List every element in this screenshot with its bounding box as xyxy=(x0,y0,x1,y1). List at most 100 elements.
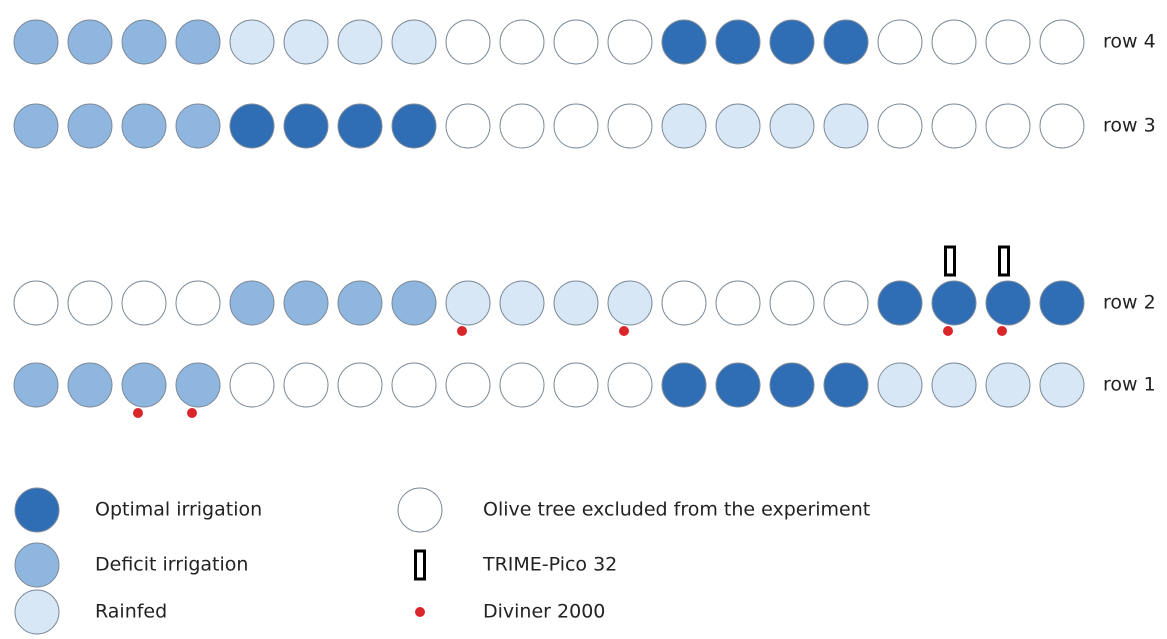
legend-label: Diviner 2000 xyxy=(483,601,605,623)
tree xyxy=(607,280,653,326)
tree xyxy=(769,280,815,326)
tree xyxy=(661,103,707,149)
tree xyxy=(13,19,59,65)
tree xyxy=(229,362,275,408)
tree xyxy=(14,542,60,588)
tree xyxy=(391,280,437,326)
tree xyxy=(13,362,59,408)
tree xyxy=(67,362,113,408)
tree xyxy=(445,362,491,408)
legend-label: Deficit irrigation xyxy=(95,554,248,576)
diviner-sensor xyxy=(415,607,425,617)
tree xyxy=(1039,362,1085,408)
tree xyxy=(14,589,60,635)
tree xyxy=(391,103,437,149)
tree xyxy=(175,280,221,326)
trime-sensor xyxy=(944,245,956,277)
tree xyxy=(229,103,275,149)
tree xyxy=(1039,280,1085,326)
tree xyxy=(13,280,59,326)
tree xyxy=(931,103,977,149)
legend-label: Optimal irrigation xyxy=(95,499,262,521)
tree xyxy=(283,362,329,408)
tree xyxy=(391,362,437,408)
tree xyxy=(121,280,167,326)
tree xyxy=(1039,103,1085,149)
legend-label: Olive tree excluded from the experiment xyxy=(483,499,870,521)
tree xyxy=(121,103,167,149)
tree xyxy=(931,19,977,65)
tree xyxy=(985,19,1031,65)
tree xyxy=(985,280,1031,326)
tree xyxy=(553,362,599,408)
diviner-sensor xyxy=(619,326,629,336)
tree xyxy=(931,362,977,408)
tree xyxy=(823,280,869,326)
trime-sensor xyxy=(414,549,426,581)
tree xyxy=(499,103,545,149)
tree xyxy=(607,19,653,65)
tree xyxy=(445,19,491,65)
row-label: row 4 xyxy=(1103,31,1156,53)
tree xyxy=(931,280,977,326)
tree xyxy=(661,280,707,326)
tree xyxy=(715,19,761,65)
tree xyxy=(67,19,113,65)
tree xyxy=(769,103,815,149)
tree xyxy=(445,280,491,326)
tree xyxy=(769,19,815,65)
trime-sensor xyxy=(998,245,1010,277)
tree xyxy=(397,487,443,533)
tree xyxy=(607,103,653,149)
diviner-sensor xyxy=(457,326,467,336)
tree xyxy=(337,103,383,149)
tree xyxy=(337,280,383,326)
tree xyxy=(823,103,869,149)
tree xyxy=(1039,19,1085,65)
tree xyxy=(553,19,599,65)
tree xyxy=(67,103,113,149)
tree xyxy=(661,362,707,408)
diviner-sensor xyxy=(943,326,953,336)
tree xyxy=(13,103,59,149)
tree xyxy=(499,362,545,408)
tree xyxy=(823,362,869,408)
tree xyxy=(175,19,221,65)
tree xyxy=(445,103,491,149)
row-label: row 2 xyxy=(1103,292,1156,314)
tree xyxy=(607,362,653,408)
tree xyxy=(985,362,1031,408)
tree xyxy=(877,362,923,408)
tree xyxy=(877,19,923,65)
tree xyxy=(877,103,923,149)
tree xyxy=(661,19,707,65)
tree xyxy=(823,19,869,65)
tree xyxy=(715,362,761,408)
tree xyxy=(553,103,599,149)
tree xyxy=(175,362,221,408)
tree xyxy=(769,362,815,408)
tree xyxy=(715,280,761,326)
tree xyxy=(391,19,437,65)
tree xyxy=(121,19,167,65)
tree xyxy=(283,280,329,326)
tree xyxy=(499,280,545,326)
tree xyxy=(337,362,383,408)
diviner-sensor xyxy=(133,408,143,418)
tree xyxy=(985,103,1031,149)
tree xyxy=(67,280,113,326)
tree xyxy=(229,280,275,326)
legend-label: TRIME-Pico 32 xyxy=(482,554,617,576)
row-label: row 1 xyxy=(1103,374,1156,396)
tree xyxy=(877,280,923,326)
tree xyxy=(553,280,599,326)
row-label: row 3 xyxy=(1103,115,1156,137)
tree xyxy=(283,103,329,149)
tree xyxy=(499,19,545,65)
tree xyxy=(14,487,60,533)
diviner-sensor xyxy=(997,326,1007,336)
tree xyxy=(337,19,383,65)
diviner-sensor xyxy=(187,408,197,418)
tree xyxy=(229,19,275,65)
